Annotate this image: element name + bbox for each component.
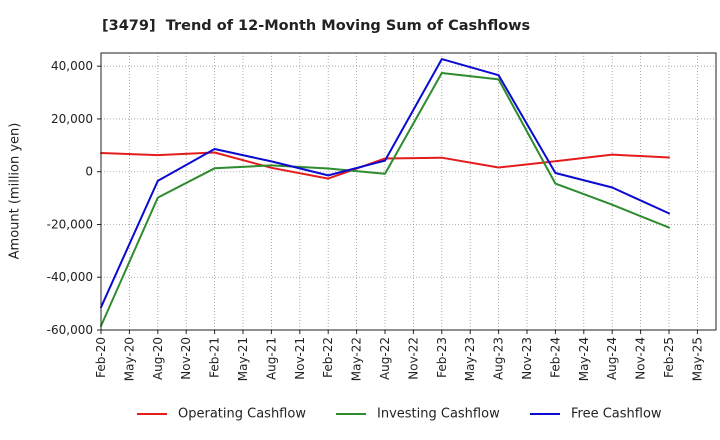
- x-tick-label: Nov-22: [406, 337, 420, 380]
- x-tick-label: Nov-21: [293, 337, 307, 380]
- x-tick-label: Aug-21: [264, 337, 278, 380]
- y-tick-label: -60,000: [47, 323, 93, 337]
- y-tick-label: -40,000: [47, 270, 93, 284]
- x-tick-label: May-22: [350, 337, 364, 381]
- series-line-operating-cashflow: [100, 151, 670, 180]
- x-tick-label: Feb-20: [94, 337, 108, 378]
- legend-label: Operating Cashflow: [178, 407, 306, 422]
- x-tick-label: Feb-21: [208, 337, 222, 378]
- legend-item-free-cashflow: Free Cashflow: [530, 407, 662, 422]
- x-tick-label: May-23: [463, 337, 477, 381]
- x-tick-label: Aug-20: [151, 337, 165, 380]
- x-tick-label: May-21: [236, 337, 250, 381]
- y-tick-label: 0: [85, 165, 93, 179]
- legend-item-operating-cashflow: Operating Cashflow: [137, 407, 306, 422]
- axis-layer: Feb-20 May-20 Aug-20 Nov-20 Feb-21 May-21 Aug-…: [47, 52, 717, 381]
- chart-title: [3479] Trend of 12-Month Moving Sum of C…: [102, 18, 530, 34]
- y-tick-label: -20,000: [47, 217, 93, 231]
- y-axis-label: Amount (million yen): [8, 123, 23, 260]
- plot-area-frame: [100, 52, 717, 331]
- x-tick-label: May-25: [690, 337, 704, 381]
- x-tick-label: Aug-23: [492, 337, 506, 380]
- x-tick-label: Nov-20: [179, 337, 193, 380]
- legend-item-investing-cashflow: Investing Cashflow: [336, 407, 500, 422]
- x-tick-label: May-24: [577, 337, 591, 381]
- y-tick-label: 40,000: [51, 59, 93, 73]
- x-tick-label: Feb-22: [321, 337, 335, 378]
- x-tick-label: Aug-22: [378, 337, 392, 380]
- legend: Operating Cashflow Investing Cashflow Free…: [137, 407, 662, 422]
- x-tick-label: Aug-24: [605, 337, 619, 380]
- x-tick-label: Nov-24: [634, 337, 648, 380]
- series-layer: [100, 58, 670, 327]
- x-tick-label: May-20: [122, 337, 136, 381]
- legend-label: Investing Cashflow: [377, 407, 500, 422]
- legend-label: Free Cashflow: [571, 407, 662, 422]
- x-tick-label: Feb-24: [548, 337, 562, 378]
- series-line-free-cashflow: [100, 58, 670, 309]
- y-tick-label: 20,000: [51, 112, 93, 126]
- x-tick-label: Feb-25: [662, 337, 676, 378]
- x-tick-label: Nov-23: [520, 337, 534, 380]
- series-line-investing-cashflow: [100, 72, 670, 327]
- x-tick-label: Feb-23: [435, 337, 449, 378]
